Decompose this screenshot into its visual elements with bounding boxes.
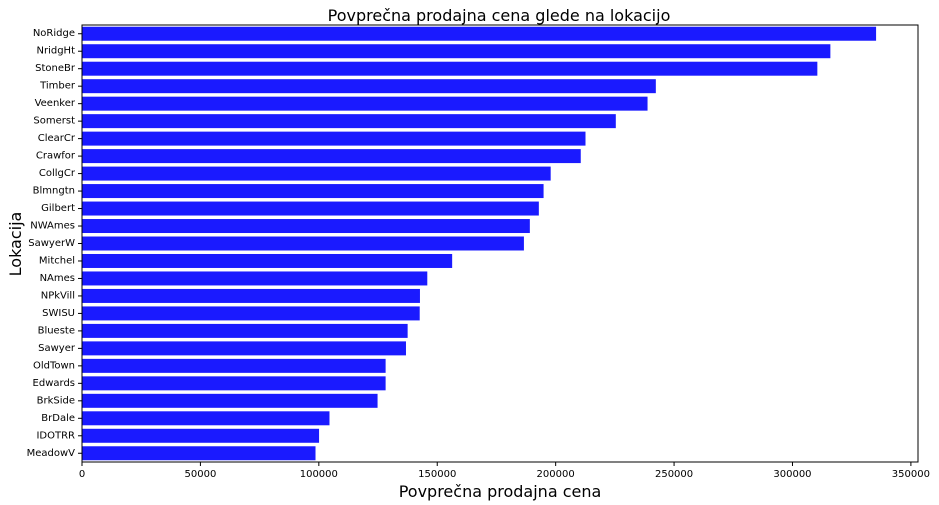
- x-tick-label: 200000: [537, 469, 575, 480]
- chart-title: Povprečna prodajna cena glede na lokacij…: [328, 6, 671, 25]
- y-tick-label: Mitchel: [39, 255, 75, 266]
- y-tick-label: BrDale: [41, 413, 75, 424]
- bar-Blmngtn: [82, 184, 544, 199]
- y-tick-label: IDOTRR: [36, 430, 75, 441]
- bar-Gilbert: [82, 201, 539, 216]
- bar-BrDale: [82, 411, 330, 426]
- bar-SawyerW: [82, 236, 524, 251]
- y-axis-title: Lokacija: [6, 212, 25, 277]
- y-tick-label: StoneBr: [35, 63, 76, 74]
- x-tick-label: 300000: [773, 469, 811, 480]
- y-tick-label: Edwards: [33, 378, 75, 389]
- bar-Crawfor: [82, 149, 581, 164]
- y-tick-label: ClearCr: [38, 133, 76, 144]
- y-tick-label: Somerst: [33, 116, 75, 127]
- y-tick-label: NAmes: [40, 273, 75, 284]
- y-tick-label: BrkSide: [37, 395, 75, 406]
- y-tick-label: Veenker: [35, 98, 76, 109]
- y-tick-label: NPkVill: [41, 290, 75, 301]
- bar-NPkVill: [82, 288, 420, 303]
- y-tick-label: NoRidge: [33, 28, 75, 39]
- bar-IDOTRR: [82, 428, 320, 443]
- y-tick-label: SawyerW: [28, 238, 75, 249]
- bar-BrkSide: [82, 393, 378, 408]
- bar-MeadowV: [82, 446, 316, 461]
- y-tick-label: Blueste: [38, 325, 75, 336]
- y-tick-label: Timber: [39, 81, 76, 92]
- bar-Somerst: [82, 114, 616, 129]
- bar-Edwards: [82, 376, 386, 391]
- x-tick-label: 350000: [892, 469, 930, 480]
- y-tick-label: SWISU: [42, 308, 75, 319]
- bar-Blueste: [82, 323, 408, 338]
- bars-group: [82, 26, 877, 461]
- y-tick-label: MeadowV: [27, 448, 76, 459]
- x-tick-label: 250000: [655, 469, 693, 480]
- bar-ClearCr: [82, 131, 586, 146]
- y-tick-label: Gilbert: [41, 203, 75, 214]
- y-tick-label: Crawfor: [36, 151, 76, 162]
- y-tick-label: Sawyer: [38, 343, 76, 354]
- bar-NridgHt: [82, 44, 831, 59]
- y-tick-label: CollgCr: [39, 168, 76, 179]
- plot-frame: [81, 24, 919, 463]
- bar-Timber: [82, 79, 656, 94]
- x-tick-label: 0: [79, 469, 85, 480]
- y-tick-label: OldTown: [33, 360, 75, 371]
- bar-NAmes: [82, 271, 428, 286]
- y-axis-ticks: NoRidge NridgHt StoneBr Timber Veenker Somers…: [27, 28, 82, 459]
- bar-Sawyer: [82, 341, 406, 356]
- bar-CollgCr: [82, 166, 551, 181]
- y-tick-label: NWAmes: [30, 221, 75, 232]
- y-tick-label: NridgHt: [36, 46, 75, 57]
- x-axis-title: Povprečna prodajna cena: [399, 482, 602, 501]
- x-tick-label: 100000: [300, 469, 338, 480]
- bar-Veenker: [82, 96, 648, 111]
- bar-OldTown: [82, 358, 386, 373]
- bar-NWAmes: [82, 219, 530, 234]
- bar-StoneBr: [82, 61, 818, 76]
- bar-Mitchel: [82, 253, 453, 268]
- x-axis-ticks: 0 50000 100000 150000 200000 250000 300000 3500…: [79, 462, 930, 480]
- bar-SWISU: [82, 306, 420, 321]
- x-tick-label: 50000: [185, 469, 217, 480]
- bar-NoRidge: [82, 26, 877, 41]
- x-tick-label: 150000: [418, 469, 456, 480]
- y-tick-label: Blmngtn: [33, 186, 75, 197]
